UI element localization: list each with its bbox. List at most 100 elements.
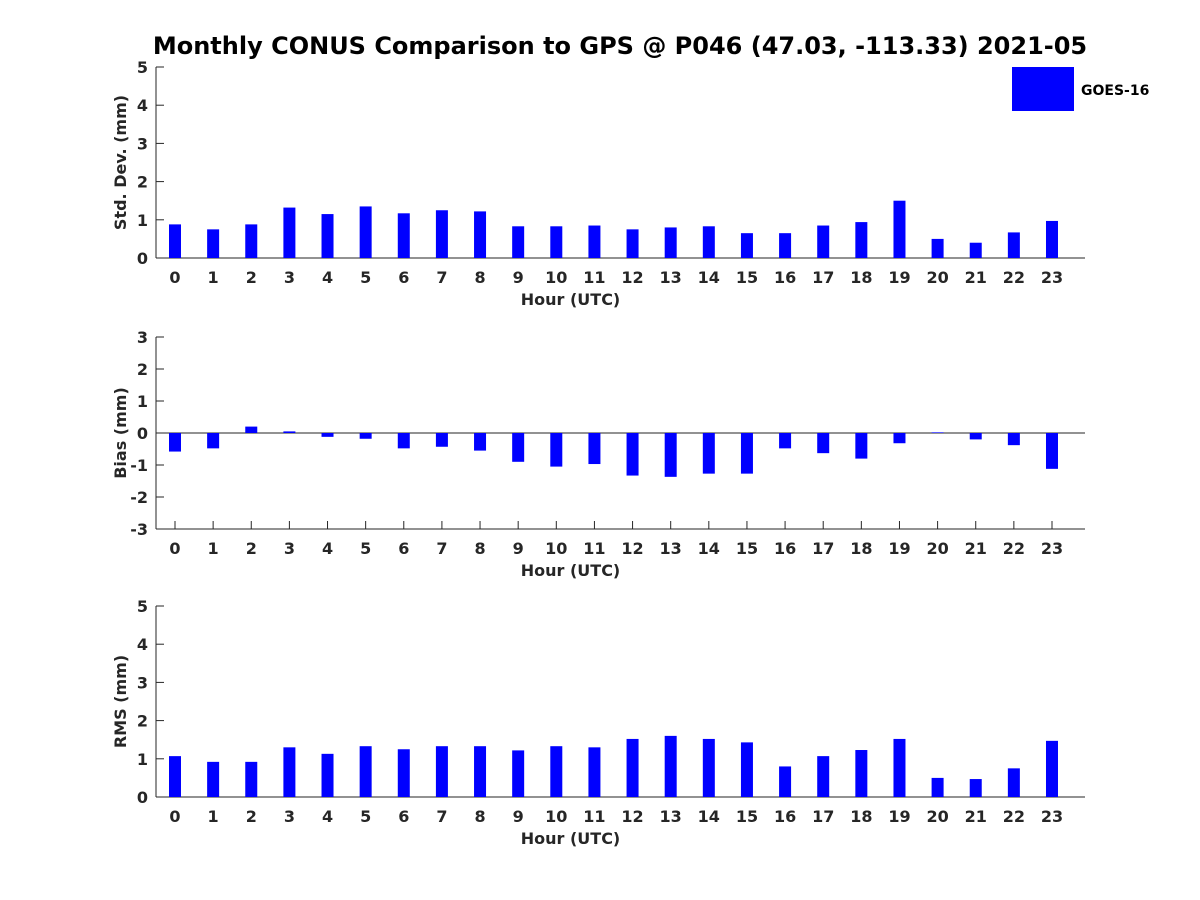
rms-x-tick-label: 13: [660, 807, 682, 826]
std-dev-x-tick-label: 1: [208, 268, 219, 287]
rms-x-tick-label: 11: [583, 807, 605, 826]
rms-x-axis-label: Hour (UTC): [521, 829, 621, 848]
bias-bar: [435, 433, 448, 447]
rms-x-tick-label: 3: [284, 807, 295, 826]
std-dev-x-tick-label: 11: [583, 268, 605, 287]
std-dev-x-tick-label: 18: [850, 268, 872, 287]
bias-bar: [397, 433, 410, 449]
bias-y-tick-label: 3: [137, 328, 148, 347]
std-dev-x-tick-label: 12: [621, 268, 643, 287]
rms-bar: [702, 738, 715, 797]
bias-x-tick-label: 9: [513, 539, 524, 558]
std-dev-x-tick-label: 19: [888, 268, 910, 287]
rms-bar: [779, 766, 792, 797]
std-dev-x-tick-label: 2: [246, 268, 257, 287]
bias-bar: [893, 433, 906, 444]
chart-title: Monthly CONUS Comparison to GPS @ P046 (…: [153, 32, 1087, 60]
std-dev-x-tick-label: 3: [284, 268, 295, 287]
std-dev-bar: [1007, 232, 1020, 258]
std-dev-x-tick-label: 6: [398, 268, 409, 287]
rms-x-tick-label: 18: [850, 807, 872, 826]
std-dev-bar: [626, 229, 639, 258]
rms-y-tick-label: 0: [137, 788, 148, 807]
rms-bar: [397, 749, 410, 797]
rms-bar: [359, 746, 372, 797]
bias-x-tick-label: 11: [583, 539, 605, 558]
std-dev-y-tick-label: 4: [137, 96, 148, 115]
std-dev-bar: [207, 229, 220, 258]
bias-y-tick-label: 1: [137, 392, 148, 411]
rms-x-tick-label: 22: [1003, 807, 1025, 826]
std-dev-x-tick-label: 14: [698, 268, 720, 287]
std-dev-bar: [169, 224, 181, 258]
rms-y-tick-label: 4: [137, 635, 148, 654]
bias-x-tick-label: 14: [698, 539, 720, 558]
bias-bar: [855, 433, 868, 459]
std-dev-x-tick-label: 13: [660, 268, 682, 287]
bias-bar: [740, 433, 753, 474]
std-dev-bar: [702, 226, 715, 258]
bias-x-tick-label: 6: [398, 539, 409, 558]
rms-x-tick-label: 2: [246, 807, 257, 826]
std-dev-x-tick-label: 23: [1041, 268, 1063, 287]
std-dev-bar: [931, 238, 944, 258]
std-dev-bar: [359, 206, 372, 258]
rms-x-tick-label: 16: [774, 807, 796, 826]
rms-x-tick-label: 17: [812, 807, 834, 826]
bias-y-tick-label: -3: [130, 520, 148, 539]
bias-bar: [321, 433, 334, 437]
legend-swatch: [1012, 67, 1074, 111]
bias-bar: [474, 433, 487, 451]
std-dev-y-tick-label: 2: [137, 173, 148, 192]
bias-x-tick-label: 15: [736, 539, 758, 558]
bias-x-tick-label: 4: [322, 539, 333, 558]
rms-x-tick-label: 8: [474, 807, 485, 826]
bias-y-tick-label: 2: [137, 360, 148, 379]
rms-bar: [512, 750, 525, 797]
rms-x-tick-label: 10: [545, 807, 567, 826]
bias-bar: [817, 433, 830, 454]
rms-x-tick-label: 0: [169, 807, 180, 826]
bias-bar: [512, 433, 525, 462]
rms-y-axis-label: RMS (mm): [111, 655, 130, 748]
std-dev-bar: [550, 226, 563, 258]
bias-bar: [1007, 433, 1020, 446]
rms-bar: [664, 735, 677, 797]
std-dev-bar: [740, 233, 753, 258]
std-dev-x-tick-label: 4: [322, 268, 333, 287]
std-dev-x-tick-label: 15: [736, 268, 758, 287]
bias-x-tick-label: 18: [850, 539, 872, 558]
std-dev-y-axis-label: Std. Dev. (mm): [111, 95, 130, 230]
bias-bar: [359, 433, 372, 439]
std-dev-x-tick-label: 0: [169, 268, 180, 287]
bias-bar: [550, 433, 563, 467]
bias-x-tick-label: 1: [208, 539, 219, 558]
rms-y-tick-label: 1: [137, 750, 148, 769]
std-dev-bar: [893, 200, 906, 258]
legend: GOES-16: [1012, 67, 1149, 111]
bias-x-tick-label: 3: [284, 539, 295, 558]
std-dev-bar: [855, 222, 868, 258]
std-dev-x-tick-label: 7: [436, 268, 447, 287]
rms-x-tick-label: 20: [926, 807, 948, 826]
std-dev-bar: [969, 242, 982, 258]
bias-bar: [1045, 433, 1058, 469]
std-dev-bar: [817, 225, 830, 258]
bias-x-axis-label: Hour (UTC): [521, 561, 621, 580]
bias-y-tick-label: -1: [130, 456, 148, 475]
std-dev-bar: [435, 210, 448, 258]
rms-x-tick-label: 19: [888, 807, 910, 826]
rms-x-tick-label: 15: [736, 807, 758, 826]
bias-x-tick-label: 2: [246, 539, 257, 558]
bias-x-tick-label: 23: [1041, 539, 1063, 558]
bias-x-tick-label: 22: [1003, 539, 1025, 558]
std-dev-x-tick-label: 10: [545, 268, 567, 287]
bias-bar: [931, 432, 944, 433]
rms-bar: [474, 746, 487, 797]
std-dev-x-tick-label: 21: [965, 268, 987, 287]
std-dev-y-tick-label: 1: [137, 211, 148, 230]
rms-x-tick-label: 21: [965, 807, 987, 826]
bias-x-tick-label: 19: [888, 539, 910, 558]
bias-y-axis-label: Bias (mm): [111, 387, 130, 479]
